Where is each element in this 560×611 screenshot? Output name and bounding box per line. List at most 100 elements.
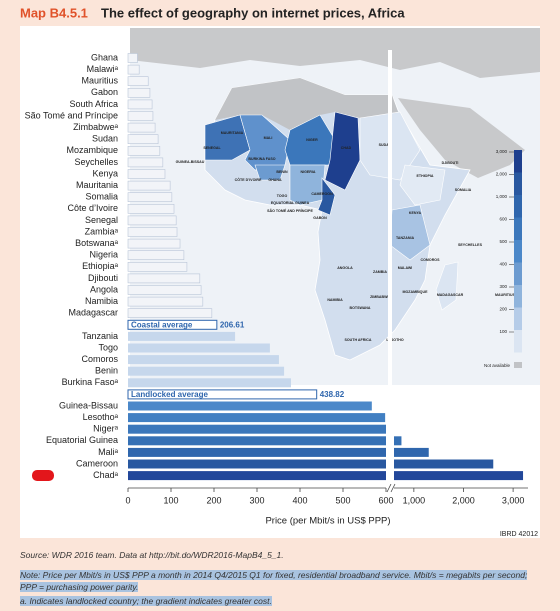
bar [128, 366, 285, 376]
map-label: NIGERIA [301, 170, 316, 174]
map-label: SOUTH AFRICA [344, 338, 371, 342]
bar-overflow [394, 447, 429, 457]
y-tick-label: Angola [90, 284, 118, 294]
map-label: GUINEA-BISSAU [176, 160, 205, 164]
bar [127, 273, 201, 284]
map-label: CÔTE D’IVOIRE [235, 177, 262, 182]
x2-tick-label: 3,000 [502, 495, 525, 505]
x2-tick-label: 2,000 [452, 495, 475, 505]
bar [128, 447, 386, 457]
bar [128, 413, 386, 423]
colorbar-segment [514, 330, 522, 353]
colorbar-label: 200 [499, 307, 507, 312]
bar [127, 238, 181, 249]
bar [127, 169, 166, 179]
note: Note: Price per Mbit/s in US$ PPP a mont… [20, 569, 540, 593]
y-tick-label: Namibia [85, 296, 118, 306]
y-tick-label: Kenya [92, 168, 118, 178]
map-label: ZAMBIA [373, 270, 387, 274]
map-label: TOGO [277, 194, 288, 198]
x2-tick-label: 1,000 [403, 495, 426, 505]
chart-title: The effect of geography on internet pric… [101, 5, 405, 20]
bar [127, 53, 138, 63]
x-axis-label: Price (per Mbit/s in US$ PPP) [265, 516, 390, 527]
north-africa [215, 78, 398, 130]
bar [128, 459, 386, 469]
map-label: MALAWI [398, 266, 413, 270]
map-label: EQUATORIAL GUINEA [271, 201, 310, 205]
country [289, 164, 326, 206]
map-label: SÃO TOMÉ AND PRÍNCIPE [267, 208, 313, 213]
x-tick-label: 600 [378, 495, 393, 505]
bar [128, 424, 386, 434]
y-tick-label: Cameroon [76, 458, 118, 468]
colorbar-label: 400 [499, 262, 507, 267]
colorbar-segment [514, 285, 522, 308]
bar [127, 250, 185, 260]
bar [127, 215, 177, 226]
map-id: IBRD 42012 [500, 531, 538, 538]
bar [128, 331, 236, 341]
colorbar-label: 100 [499, 329, 507, 334]
map-label: CHAD [341, 146, 352, 150]
colorbar-segment [514, 172, 522, 195]
colorbar-segment [514, 150, 522, 173]
y-tick-label: Zimbabweᵃ [73, 122, 119, 132]
source: Source: WDR 2016 team. Data at http://bi… [20, 550, 284, 560]
map-label: GABON [313, 216, 327, 220]
map-label: SOMALIA [455, 188, 472, 192]
map-label: SENEGAL [203, 146, 221, 150]
map-label: BENIN [276, 170, 288, 174]
x-tick-label: 300 [249, 495, 264, 505]
note-text: Note: Price per Mbit/s in US$ PPP a mont… [20, 570, 528, 592]
map-label: MALI [264, 136, 273, 140]
map: MAURITANIA MALI NIGER CHAD SUDAN SENEGAL GUINE… [130, 28, 540, 385]
bar [128, 343, 270, 353]
average-label: Landlocked average [131, 390, 208, 399]
map-label: DJIBOUTI [442, 161, 459, 165]
map-label: ANGOLA [337, 266, 353, 270]
y-tick-label: Comoros [81, 354, 118, 364]
bar [127, 157, 164, 168]
colorbar-segment [514, 195, 522, 218]
y-tick-label: Togo [98, 342, 118, 352]
bar [127, 180, 171, 191]
bar [127, 192, 173, 202]
colorbar-segment [514, 262, 522, 285]
note-a-text: a. Indicates landlocked country; the gra… [20, 596, 272, 606]
axis-break [390, 483, 396, 493]
x-tick-label: 200 [206, 495, 221, 505]
map-label: BURKINA FASO [248, 157, 275, 161]
map-label: MAURITANIA [221, 131, 244, 135]
map-label: MAURITIUS [495, 293, 516, 297]
y-tick-label: Côte d’Ivoire [67, 203, 118, 213]
y-tick-label: Maliᵃ [98, 447, 119, 457]
map-label: LESOTHO [386, 338, 404, 342]
bar [127, 308, 213, 319]
map-label: MOZAMBIQUE [403, 290, 429, 294]
y-tick-label: Equatorial Guinea [46, 435, 118, 445]
colorbar-segment [514, 307, 522, 330]
y-tick-label: Sudan [92, 134, 118, 144]
axis-break [386, 483, 392, 493]
na-box [514, 362, 522, 368]
bar [127, 146, 161, 156]
y-tick-label: Zambiaᵃ [85, 226, 119, 236]
map-label: COMOROS [421, 258, 441, 262]
na-label: Not available [484, 363, 511, 368]
map-label: SUDAN [379, 143, 392, 147]
map-label: TANZANIA [396, 236, 415, 240]
bar [128, 355, 279, 365]
x-tick-label: 400 [292, 495, 307, 505]
title-prefix: Map B4.5.1 [20, 5, 88, 20]
x-tick-label: 0 [125, 495, 130, 505]
map-label: CAMEROON [311, 192, 333, 196]
map-label: GHANA [268, 178, 282, 182]
y-tick-label: Senegal [85, 215, 118, 225]
map-label: MADAGASCAR [437, 293, 464, 297]
bar [127, 122, 156, 133]
bar [127, 111, 154, 121]
bar [127, 285, 202, 295]
average-label: Coastal average [131, 320, 193, 329]
